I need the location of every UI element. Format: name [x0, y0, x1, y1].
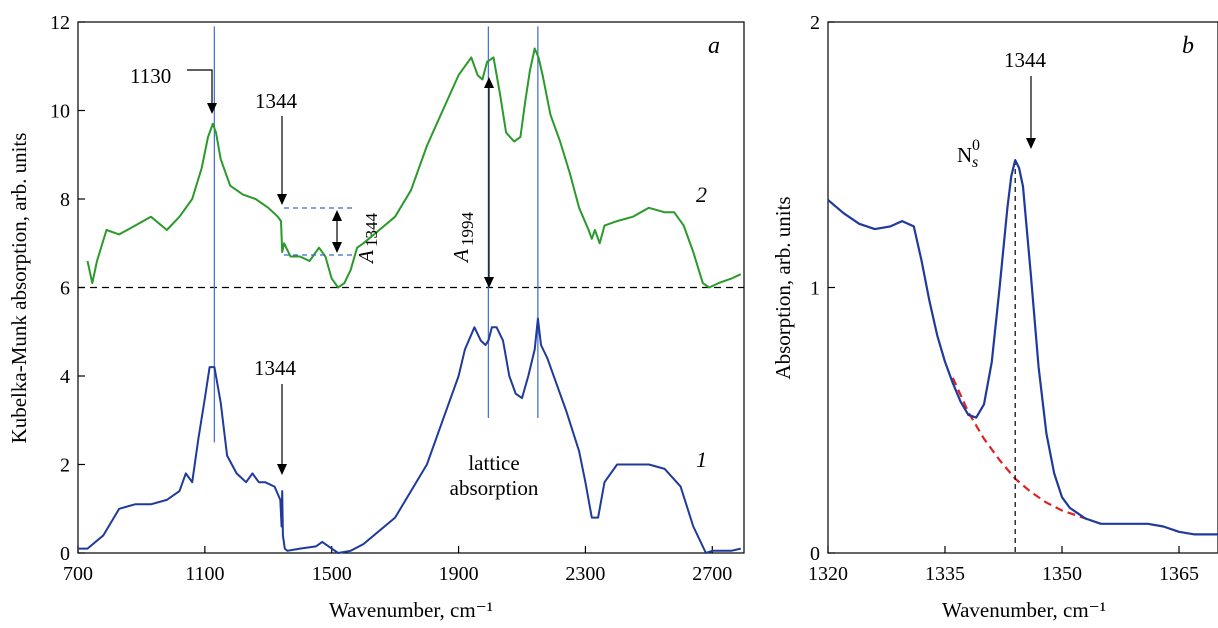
- series-group-b: [827, 159, 1218, 536]
- x-tick-label: 1320: [808, 563, 848, 585]
- label-1344-upper: 1344: [255, 89, 298, 113]
- y-tick-label: 10: [50, 101, 70, 123]
- y-tick-label: 1: [810, 278, 820, 300]
- x-tick-label: 1500: [312, 563, 352, 585]
- arrow-1130: [187, 69, 213, 106]
- x-ticks-a: 700 1100 1500 1900 2300 2700: [63, 546, 732, 585]
- svg-text:A: A: [354, 250, 378, 265]
- x-tick-label: 1100: [185, 563, 224, 585]
- label-1344-b: 1344: [1004, 48, 1047, 72]
- panel-letter-a: a: [708, 33, 720, 59]
- y-ticks-b: 0 1 2: [810, 12, 835, 565]
- label-1130: 1130: [130, 64, 171, 88]
- x-tick-label: 2700: [692, 563, 732, 585]
- annotations-a: 1130 1344 A 1344 A 1994: [130, 33, 720, 500]
- arrow-1130-head: [207, 103, 217, 114]
- svg-text:s: s: [972, 154, 978, 171]
- y-axis-title-b: Absorption, arb. units: [771, 196, 795, 379]
- baseline-fit-curve: [951, 377, 1094, 523]
- x-tick-label: 1350: [1042, 563, 1082, 585]
- svg-text:1994: 1994: [458, 212, 477, 247]
- y-tick-label: 0: [60, 543, 70, 565]
- y-ticks-a: 0 2 4 6 8 10 12: [50, 12, 85, 565]
- panel-letter-b: b: [1182, 33, 1194, 59]
- y-tick-label: 8: [60, 189, 70, 211]
- x-axis-title-b: Wavenumber, cm⁻¹: [942, 598, 1106, 622]
- x-tick-label: 1900: [439, 563, 479, 585]
- x-ticks-b: 1320 1335 1350 1365: [808, 546, 1199, 585]
- x-tick-label: 700: [63, 563, 93, 585]
- lattice-label-line1: lattice: [468, 451, 519, 475]
- y-tick-label: 6: [60, 278, 70, 300]
- arrow-1344-lower-head: [277, 464, 287, 475]
- svg-text:N: N: [957, 143, 972, 167]
- series-line-1: [78, 317, 742, 554]
- x-axis-title-a: Wavenumber, cm⁻¹: [329, 598, 493, 622]
- curve-label-1: 1: [696, 447, 707, 472]
- y-tick-label: 12: [50, 12, 70, 34]
- ns0-label: N s 0: [957, 137, 980, 171]
- series-line-b: [827, 159, 1218, 536]
- arrow-1344-upper-head: [277, 194, 287, 205]
- svg-text:0: 0: [972, 137, 980, 154]
- panel-b: 1320 1335 1350 1365 0 1 2 1344 N s 0 b Wavenu…: [771, 12, 1218, 622]
- lattice-label-line2: absorption: [450, 476, 539, 500]
- a1344-arrow-down: [332, 242, 342, 253]
- svg-text:A: A: [449, 249, 473, 264]
- y-tick-label: 4: [60, 366, 70, 388]
- arrow-1344-b-head: [1026, 138, 1036, 149]
- y-tick-label: 2: [810, 12, 820, 34]
- curve-label-2: 2: [696, 182, 707, 207]
- vertical-markers: [213, 26, 539, 443]
- svg-text:1344: 1344: [362, 213, 381, 248]
- annotations-b: 1344 N s 0 b: [957, 33, 1194, 171]
- a1994-arrow-down: [484, 277, 494, 288]
- y-axis-title-a: Kubelka-Munk absorption, arb. units: [7, 133, 31, 444]
- a1344-arrow-up: [332, 210, 342, 221]
- y-tick-label: 0: [810, 543, 820, 565]
- a1994-label: A 1994: [449, 212, 477, 265]
- a1344-label: A 1344: [354, 213, 381, 266]
- series-line-2: [86, 47, 742, 289]
- y-tick-label: 2: [60, 455, 70, 477]
- x-tick-label: 1335: [925, 563, 965, 585]
- label-1344-lower: 1344: [254, 356, 297, 380]
- x-tick-label: 1365: [1159, 563, 1199, 585]
- a1994-arrow-up: [484, 77, 494, 88]
- series-group-a: [78, 47, 742, 554]
- x-tick-label: 2300: [565, 563, 605, 585]
- plot-frame-b: [827, 21, 1218, 554]
